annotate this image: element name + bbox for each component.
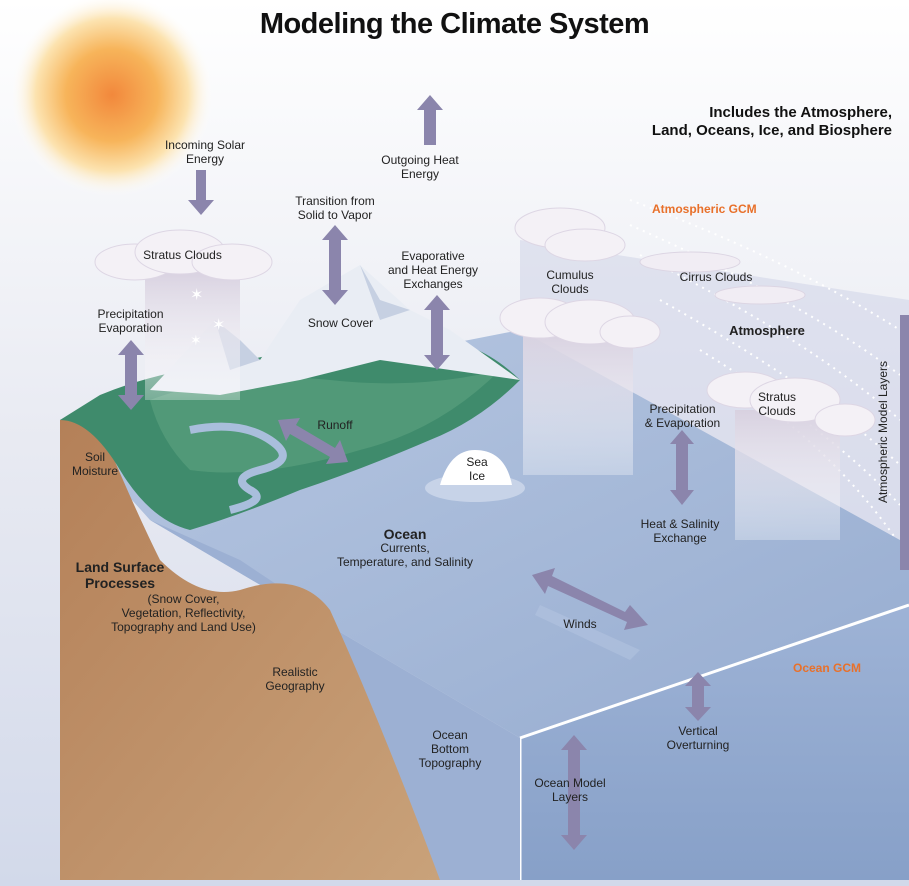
evaporative-label: Evaporative and Heat Energy Exchanges bbox=[387, 249, 479, 291]
soil-moisture-label: Soil Moisture bbox=[71, 450, 118, 478]
land-surface-sub-label: (Snow Cover, Vegetation, Reflectivity, T… bbox=[111, 592, 256, 634]
stratus-clouds-left-label: Stratus Clouds bbox=[143, 248, 222, 262]
precip-right-arrow bbox=[670, 430, 694, 505]
outgoing-heat-label: Outgoing Heat Energy bbox=[381, 153, 459, 181]
sea-ice-label: Sea Ice bbox=[466, 455, 488, 483]
runoff-arrow bbox=[278, 418, 348, 464]
overturning-arrow bbox=[685, 672, 711, 721]
cirrus-clouds-label: Cirrus Clouds bbox=[679, 270, 753, 284]
precipitation-column-right bbox=[735, 410, 840, 540]
stratus-cloud-left bbox=[94, 229, 273, 281]
winds-arrow bbox=[532, 568, 648, 630]
atmosphere-label: Atmosphere bbox=[729, 323, 805, 338]
land-cross-section bbox=[60, 418, 440, 880]
river bbox=[189, 422, 287, 514]
precip-evap-right-label: Precipitation & Evaporation bbox=[644, 402, 721, 430]
heat-salinity-label: Heat & Salinity Exchange bbox=[640, 517, 720, 545]
outgoing-heat-arrow bbox=[417, 95, 443, 145]
land-surface-label: Land Surface Processes bbox=[75, 559, 165, 591]
stratus-cloud-right bbox=[706, 371, 876, 437]
svg-text:✶: ✶ bbox=[190, 285, 203, 304]
ocean-sub-label: Currents, Temperature, and Salinity bbox=[336, 541, 474, 569]
atmos-layers-arrow bbox=[900, 315, 909, 570]
cumulus-clouds-label: Cumulus Clouds bbox=[546, 268, 594, 296]
cumulus-cloud bbox=[499, 207, 661, 349]
incoming-solar-arrow bbox=[188, 170, 214, 215]
vertical-overturning-label: Vertical Overturning bbox=[666, 724, 730, 752]
cumulus-column bbox=[523, 330, 633, 475]
runoff-label: Runoff bbox=[317, 418, 353, 432]
ocean-side bbox=[150, 520, 520, 880]
atmospheric-model-layers-label: Atmospheric Model Layers bbox=[876, 360, 890, 504]
transition-arrow bbox=[322, 225, 348, 305]
ocean-bottom-topography-label: Ocean Bottom Topography bbox=[418, 728, 482, 770]
sun-icon bbox=[10, 0, 214, 197]
transition-label: Transition from Solid to Vapor bbox=[295, 194, 375, 222]
ocean-model-layers-label: Ocean Model Layers bbox=[534, 776, 606, 804]
winds-label: Winds bbox=[563, 617, 597, 631]
precipitation-column-left bbox=[145, 270, 240, 400]
snowflake-icons: ✶ ✶ ✶ bbox=[190, 285, 225, 349]
arrows bbox=[118, 95, 909, 850]
atmospheric-gcm-label: Atmospheric GCM bbox=[652, 202, 757, 216]
ocean-gcm-label: Ocean GCM bbox=[793, 661, 862, 675]
subtitle: Includes the Atmosphere, Land, Oceans, I… bbox=[651, 104, 892, 139]
precip-evap-left-label: Precipitation Evaporation bbox=[97, 307, 164, 335]
mountain-shadow-2 bbox=[360, 265, 410, 320]
winds-shadow bbox=[535, 605, 640, 660]
cirrus-cloud bbox=[639, 251, 806, 305]
sea-ice bbox=[440, 450, 512, 485]
svg-text:✶: ✶ bbox=[190, 333, 202, 349]
ocean-layers-arrow bbox=[561, 735, 587, 850]
ocean-front-face bbox=[520, 605, 909, 880]
realistic-geography-label: Realistic Geography bbox=[265, 665, 325, 693]
page-title: Modeling the Climate System bbox=[259, 8, 650, 40]
snow-cover-label: Snow Cover bbox=[307, 316, 374, 330]
evaporative-arrow bbox=[424, 295, 450, 370]
ocean-label: Ocean bbox=[383, 526, 427, 542]
ocean-edge bbox=[519, 603, 909, 740]
stratus-clouds-right-label: Stratus Clouds bbox=[757, 390, 796, 418]
incoming-solar-label: Incoming Solar Energy bbox=[164, 138, 246, 166]
svg-text:✶: ✶ bbox=[212, 315, 225, 334]
precip-left-arrow bbox=[118, 340, 144, 410]
